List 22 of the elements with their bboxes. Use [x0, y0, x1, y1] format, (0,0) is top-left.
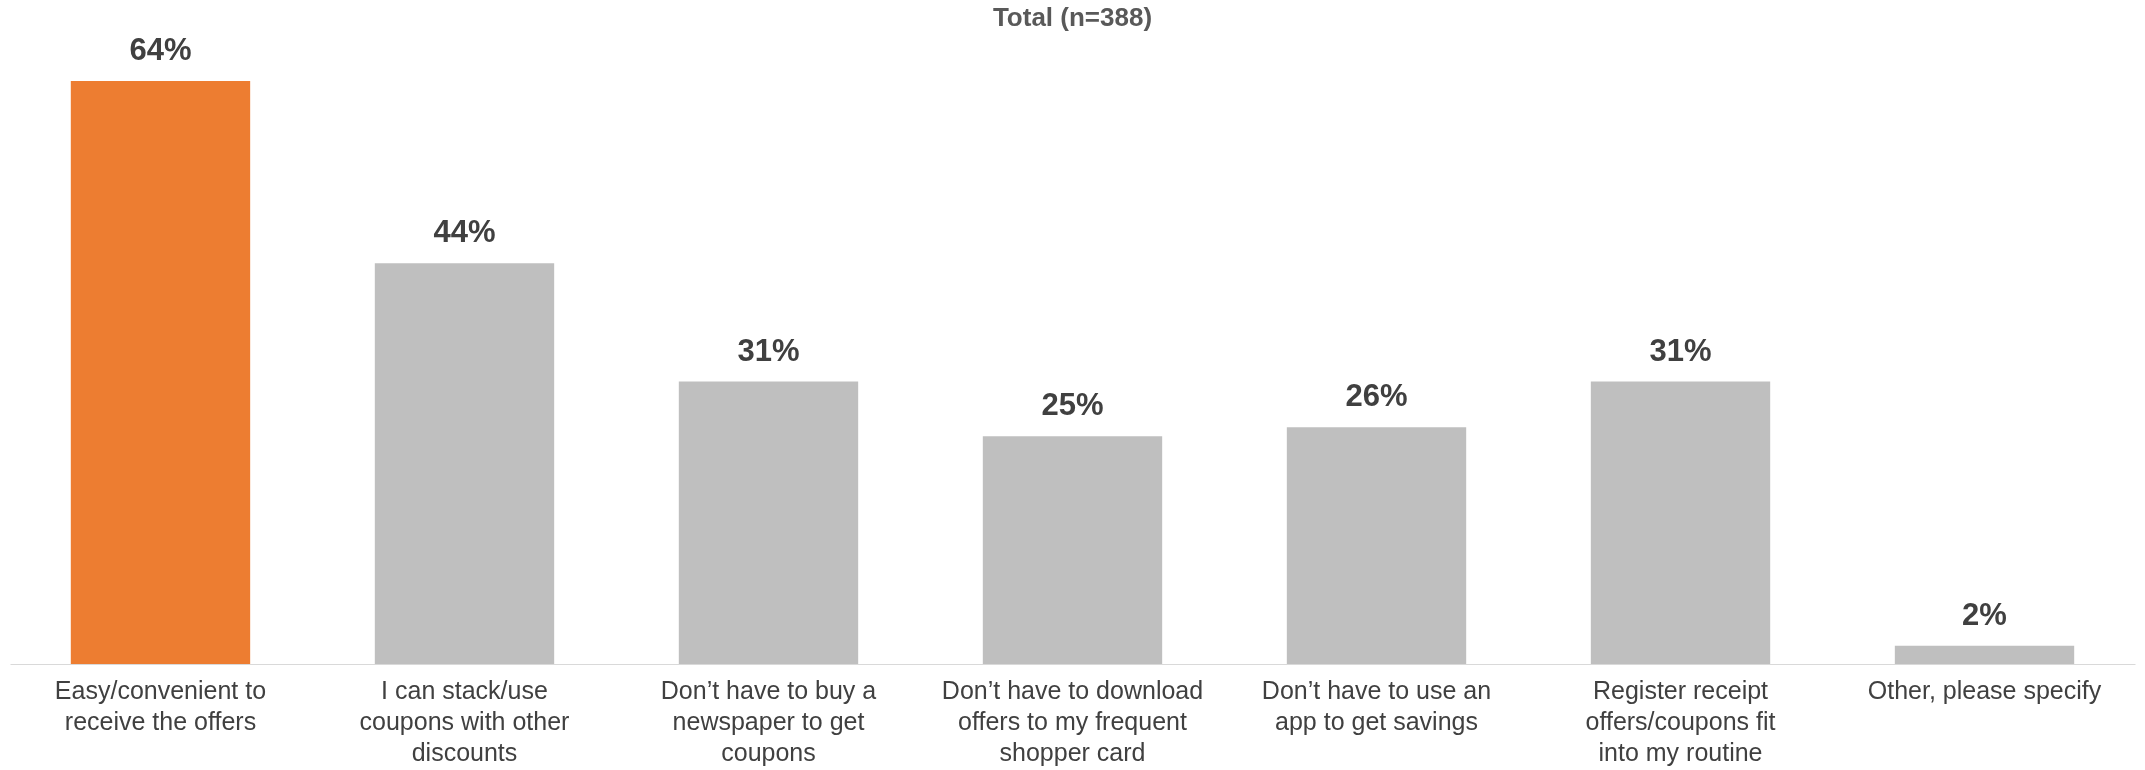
x-tick-label: Don’t have to download offers to my frequent shopper card [941, 675, 1204, 766]
data-label: 64% [129, 32, 192, 67]
bar [374, 263, 555, 664]
bar [70, 81, 251, 664]
bar [1590, 381, 1771, 664]
data-label: 2% [1962, 596, 2007, 632]
x-tick-label: Easy/convenient to receive the offers [54, 675, 267, 735]
data-label: 26% [1345, 378, 1408, 414]
x-tick-label: Register receipt offers/coupons fit into my routine [1585, 675, 1776, 766]
data-label: 31% [737, 332, 800, 368]
bar [678, 381, 859, 664]
bar [1286, 427, 1467, 664]
data-label: 44% [433, 214, 496, 250]
bar [982, 436, 1163, 664]
x-tick-label: Other, please specify [1867, 675, 2102, 704]
chart-title: Total (n=388) [992, 2, 1153, 32]
x-tick-label: Don’t have to use an app to get savings [1261, 675, 1492, 735]
x-tick-label: I can stack/use coupons with other discounts [359, 675, 570, 766]
bar [1894, 645, 2075, 664]
data-label: 25% [1041, 387, 1104, 423]
data-label: 31% [1649, 332, 1712, 368]
x-tick-label: Don’t have to buy a newspaper to get coupons [660, 675, 877, 766]
